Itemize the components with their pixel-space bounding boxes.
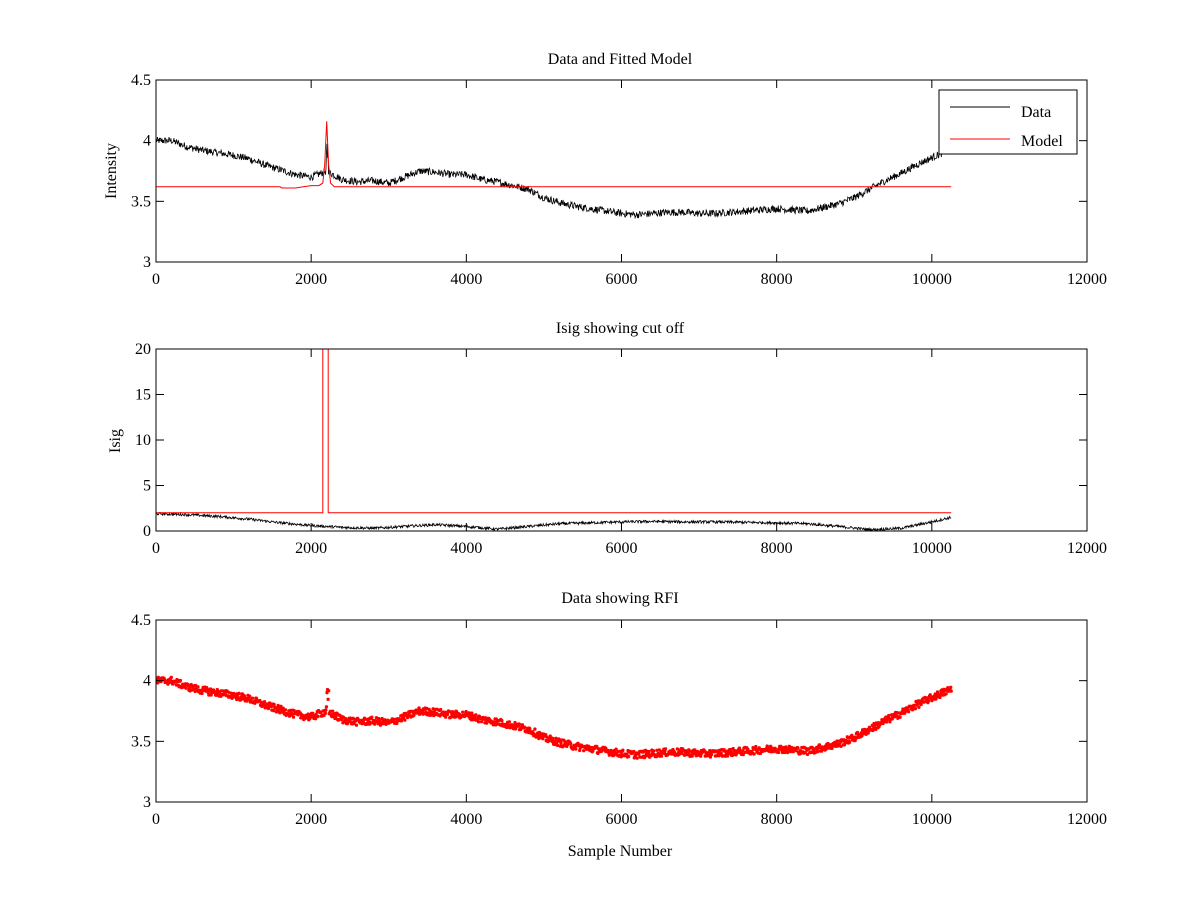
middle-ytick-label: 5	[143, 478, 151, 495]
middle-title: Isig showing cut off	[556, 320, 685, 337]
middle-xtick-label: 2000	[295, 540, 327, 557]
top-series-model	[156, 121, 952, 189]
middle-series-isig	[156, 511, 952, 531]
middle-plot-area: 0 2000 4000 6000 8000 10000 12000 0 5 10 15 20	[135, 341, 1107, 557]
top-title: Data and Fitted Model	[548, 51, 693, 68]
top-xtick-label: 6000	[606, 271, 638, 288]
middle-xtick-label: 6000	[606, 540, 638, 557]
panel-middle: Isig showing cut off Isig 0 2000 4000 6000 8…	[107, 320, 1107, 557]
legend-data-label: Data	[1021, 104, 1051, 121]
bottom-xtick-label: 8000	[761, 811, 793, 828]
middle-series-cut-off	[156, 349, 952, 514]
top-series-group	[156, 121, 952, 220]
middle-xtick-label: 8000	[761, 540, 793, 557]
top-xtick-label: 0	[152, 271, 160, 288]
middle-xtick-label: 10000	[912, 540, 952, 557]
bottom-series-rfi	[156, 675, 953, 760]
top-plot-area: 0 2000 4000 6000 8000 10000 12000 3 3.5 4 4.5	[131, 72, 1107, 288]
bottom-ytick-label: 3.5	[131, 733, 151, 750]
middle-ytick-label: 20	[135, 341, 151, 358]
bottom-ytick-label: 4	[143, 673, 151, 690]
legend-model-label: Model	[1021, 133, 1063, 150]
top-ytick-label: 3	[143, 254, 151, 271]
middle-xtick-label: 12000	[1067, 540, 1107, 557]
top-ytick-label: 4.5	[131, 72, 151, 89]
bottom-xtick-label: 10000	[912, 811, 952, 828]
middle-xtick-label: 0	[152, 540, 160, 557]
top-ytick-label: 4	[143, 133, 151, 150]
bottom-xtick-label: 4000	[450, 811, 482, 828]
bottom-title: Data showing RFI	[561, 590, 678, 607]
legend: Data Model	[938, 89, 1078, 155]
top-ylabel: Intensity	[103, 143, 120, 199]
top-xtick-label: 2000	[295, 271, 327, 288]
bottom-xlabel: Sample Number	[568, 843, 673, 860]
bottom-ytick-label: 3	[143, 794, 151, 811]
panel-bottom: Data showing RFI Sample Number 0 2000 4000…	[131, 590, 1107, 860]
top-xtick-label: 8000	[761, 271, 793, 288]
top-xtick-label: 4000	[450, 271, 482, 288]
bottom-xtick-label: 12000	[1067, 811, 1107, 828]
top-xtick-label: 12000	[1067, 271, 1107, 288]
bottom-xtick-label: 2000	[295, 811, 327, 828]
top-series-data	[156, 136, 952, 220]
middle-xtick-label: 4000	[450, 540, 482, 557]
top-ytick-label: 3.5	[131, 193, 151, 210]
middle-ytick-label: 0	[143, 523, 151, 540]
legend-box	[938, 89, 1078, 155]
panel-top: Data and Fitted Model Intensity 0 2000 400…	[103, 51, 1107, 288]
middle-ytick-label: 15	[135, 387, 151, 404]
top-xtick-label: 10000	[912, 271, 952, 288]
middle-ylabel: Isig	[107, 429, 124, 453]
middle-ytick-label: 10	[135, 432, 151, 449]
bottom-plot-area: 0 2000 4000 6000 8000 10000 12000 3 3.5 4 4.5	[131, 612, 1107, 828]
bottom-xtick-label: 0	[152, 811, 160, 828]
middle-series-group	[156, 349, 952, 531]
bottom-ytick-label: 4.5	[131, 612, 151, 629]
bottom-series-group	[156, 675, 953, 760]
bottom-xtick-label: 6000	[606, 811, 638, 828]
